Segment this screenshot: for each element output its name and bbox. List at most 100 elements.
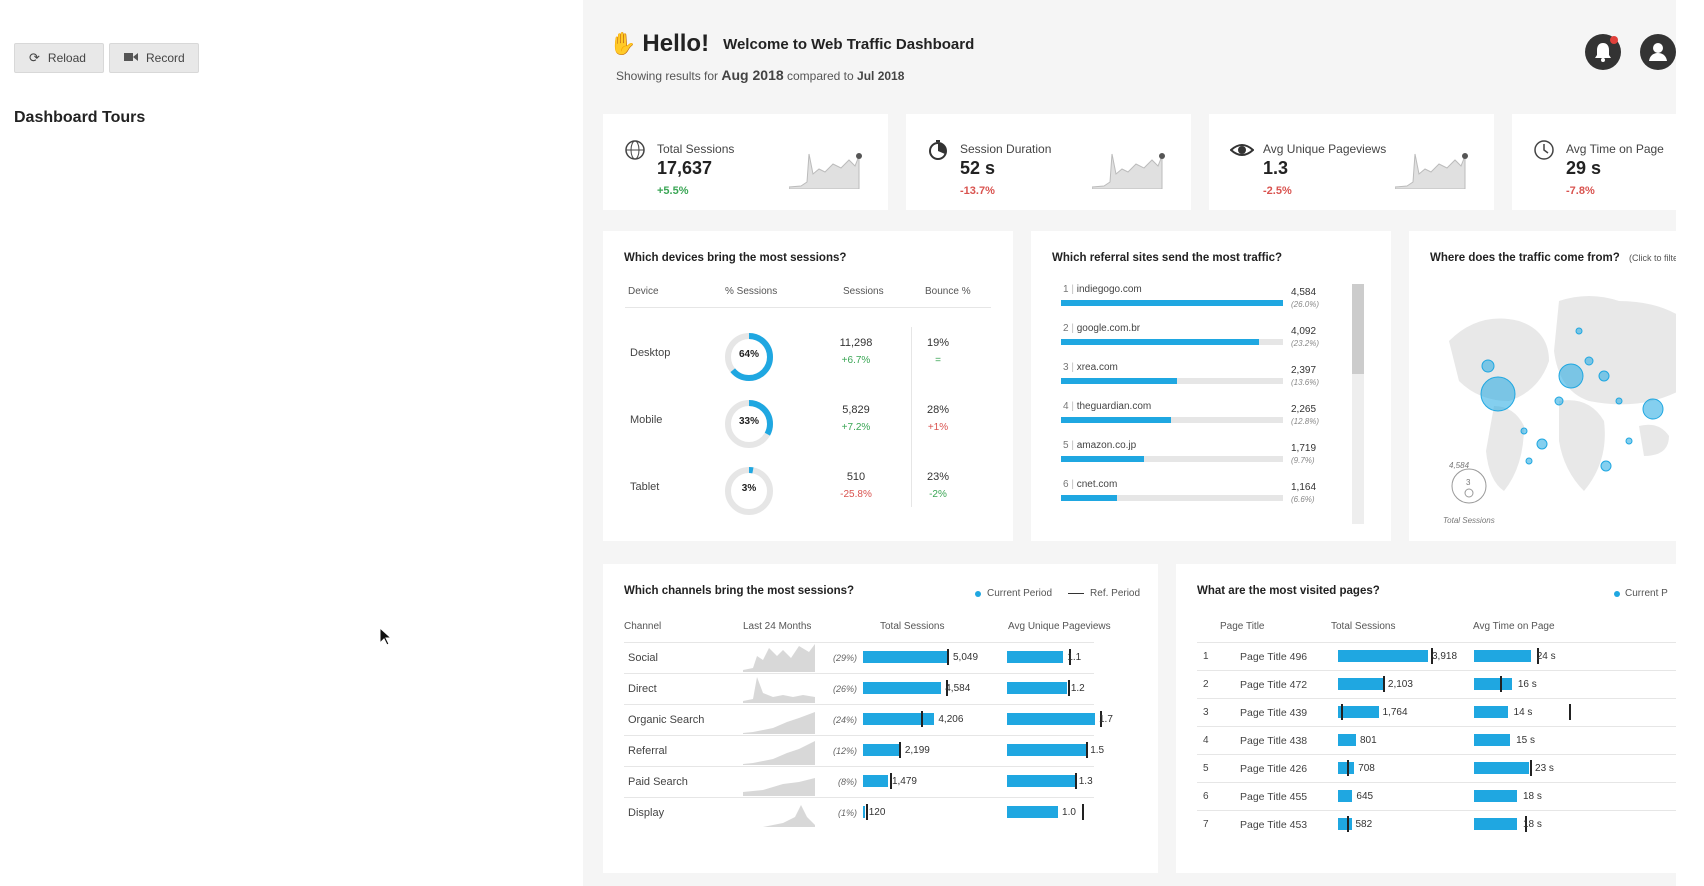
page-time-value: 14 s xyxy=(1513,707,1533,718)
page-sessions-value: 801 xyxy=(1360,735,1377,746)
col-total-sessions[interactable]: Total Sessions xyxy=(880,621,945,632)
dashboard-header: ✋ Hello! Welcome to Web Traffic Dashboar… xyxy=(609,30,974,58)
map-card: Where does the traffic come from? (Click… xyxy=(1409,231,1676,541)
column-divider xyxy=(911,327,912,507)
page-sessions-bar xyxy=(1338,790,1353,802)
kpi-label: Avg Time on Page xyxy=(1566,142,1664,156)
header-divider xyxy=(625,307,991,308)
traffic-world-map[interactable] xyxy=(1409,231,1676,541)
page-time-value: 15 s xyxy=(1516,735,1536,746)
channels-card: Which channels bring the most sessions? … xyxy=(603,564,1158,873)
referral-bar xyxy=(1061,417,1283,423)
device-sessions-change: -25.8% xyxy=(840,489,872,500)
referral-row[interactable]: 6 | cnet.com 1,164 (6.6%) xyxy=(1031,479,1351,517)
col-channel[interactable]: Channel xyxy=(624,621,662,632)
kpi-card[interactable]: Avg Time on Page 29 s -7.8% xyxy=(1512,114,1676,210)
page-rank: 4 xyxy=(1203,735,1209,746)
page-row[interactable]: 5 Page Title 426 708 23 s xyxy=(1176,754,1676,782)
channel-row[interactable]: Organic Search (24%) 4,206 1.7 xyxy=(603,704,1158,734)
page-title-text: Page Title 496 xyxy=(1240,651,1308,663)
channel-pv-value: 1.5 xyxy=(1090,745,1105,756)
col-sessions[interactable]: Sessions xyxy=(843,286,884,297)
page-time-bar xyxy=(1474,650,1531,662)
page-rank: 6 xyxy=(1203,791,1209,802)
record-button[interactable]: Record xyxy=(109,43,199,73)
current-period[interactable]: Aug 2018 xyxy=(721,67,784,83)
channel-name: Organic Search xyxy=(628,714,705,726)
referral-pct: (13.6%) xyxy=(1291,378,1320,387)
col-device[interactable]: Device xyxy=(628,286,659,297)
channel-row[interactable]: Social (29%) 5,049 1.1 xyxy=(603,642,1158,672)
user-avatar-button[interactable] xyxy=(1640,34,1676,70)
channel-pv-bar xyxy=(1007,744,1087,756)
referrals-card: Which referral sites send the most traff… xyxy=(1031,231,1391,541)
referral-row[interactable]: 4 | theguardian.com 2,265 (12.8%) xyxy=(1031,401,1351,439)
page-row[interactable]: 3 Page Title 439 1,764 14 s xyxy=(1176,698,1676,726)
page-time-bar xyxy=(1474,762,1530,774)
col-last-24-months[interactable]: Last 24 Months xyxy=(743,621,812,632)
kpi-card[interactable]: Session Duration 52 s -13.7% xyxy=(906,114,1191,210)
channel-sessions-value: 2,199 xyxy=(904,745,930,756)
kpi-card[interactable]: Total Sessions 17,637 +5.5% xyxy=(603,114,888,210)
page-time-ref xyxy=(1499,676,1502,692)
page-row[interactable]: 1 Page Title 496 3,918 24 s xyxy=(1176,642,1676,670)
page-row[interactable]: 7 Page Title 453 582 18 s xyxy=(1176,810,1676,838)
page-rank: 1 xyxy=(1203,651,1209,662)
referral-bar xyxy=(1061,300,1283,306)
referral-value: 1,164 xyxy=(1291,482,1317,493)
col-avg-unique-pageviews[interactable]: Avg Unique Pageviews xyxy=(1008,621,1111,632)
channel-row[interactable]: Direct (26%) 4,584 1.2 xyxy=(603,673,1158,703)
channel-row[interactable]: Display (1%) 120 1.0 xyxy=(603,797,1158,827)
page-time-ref xyxy=(1524,816,1527,832)
channel-pv-ref xyxy=(1081,804,1084,820)
notifications-button[interactable] xyxy=(1585,34,1621,70)
device-row[interactable]: Tablet 3% 510 -25.8% 23% -2% xyxy=(603,461,1013,521)
channel-sessions-bar xyxy=(863,651,949,663)
device-name: Desktop xyxy=(630,347,671,359)
referral-row[interactable]: 3 | xrea.com 2,397 (13.6%) xyxy=(1031,362,1351,400)
page-row[interactable]: 4 Page Title 438 801 15 s xyxy=(1176,726,1676,754)
channel-pv-value: 1.0 xyxy=(1062,807,1076,818)
channel-sessions-bar xyxy=(863,744,901,756)
channel-name: Social xyxy=(628,652,658,664)
referral-row[interactable]: 2 | google.com.br 4,092 (23.2%) xyxy=(1031,323,1351,361)
page-sessions-value: 2,103 xyxy=(1387,679,1413,690)
channel-row[interactable]: Referral (12%) 2,199 1.5 xyxy=(603,735,1158,765)
device-bounce: 19% xyxy=(926,337,950,349)
referral-row[interactable]: 5 | amazon.co.jp 1,719 (9.7%) xyxy=(1031,440,1351,478)
channel-pct: (12%) xyxy=(832,746,857,756)
device-row[interactable]: Mobile 33% 5,829 +7.2% 28% +1% xyxy=(603,394,1013,454)
channel-pct: (8%) xyxy=(837,777,857,787)
page-sessions-ref xyxy=(1340,704,1343,720)
channel-pv-ref xyxy=(1068,649,1071,665)
referrals-scrollbar[interactable] xyxy=(1352,284,1364,524)
page-title-text: Page Title 455 xyxy=(1240,791,1308,803)
channel-row[interactable]: Paid Search (8%) 1,479 1.3 xyxy=(603,766,1158,796)
col-pct-sessions[interactable]: % Sessions xyxy=(725,286,778,297)
page-rank: 2 xyxy=(1203,679,1209,690)
channel-pv-value: 1.3 xyxy=(1078,776,1093,787)
kpi-sparkline xyxy=(788,144,864,194)
page-time-value: 18 s xyxy=(1523,819,1542,830)
col-avg-time-on-page[interactable]: Avg Time on Page xyxy=(1473,621,1555,632)
kpi-change: -7.8% xyxy=(1566,185,1595,197)
col-page-sessions[interactable]: Total Sessions xyxy=(1331,621,1396,632)
reference-period[interactable]: Jul 2018 xyxy=(857,69,905,83)
channel-pv-value: 1.7 xyxy=(1099,714,1113,725)
col-page-title[interactable]: Page Title xyxy=(1220,621,1265,632)
kpi-sparkline xyxy=(1091,144,1167,194)
referral-row[interactable]: 1 | indiegogo.com 4,584 (26.0%) xyxy=(1031,284,1351,322)
kpi-card[interactable]: Avg Unique Pageviews 1.3 -2.5% xyxy=(1209,114,1494,210)
device-pct: 33% xyxy=(738,416,759,427)
page-sessions-bar xyxy=(1338,678,1384,690)
device-sessions-change: +7.2% xyxy=(841,422,871,433)
page-row[interactable]: 2 Page Title 472 2,103 16 s xyxy=(1176,670,1676,698)
referral-pct: (9.7%) xyxy=(1291,456,1315,465)
channel-pv-bar xyxy=(1007,775,1075,787)
device-row[interactable]: Desktop 64% 11,298 +6.7% 19% = xyxy=(603,327,1013,387)
col-bounce[interactable]: Bounce % xyxy=(925,286,971,297)
reload-button[interactable]: ⟳ Reload xyxy=(14,43,104,73)
page-sessions-ref xyxy=(1347,816,1349,832)
page-time-bar xyxy=(1474,678,1512,690)
page-row[interactable]: 6 Page Title 455 645 18 s xyxy=(1176,782,1676,810)
